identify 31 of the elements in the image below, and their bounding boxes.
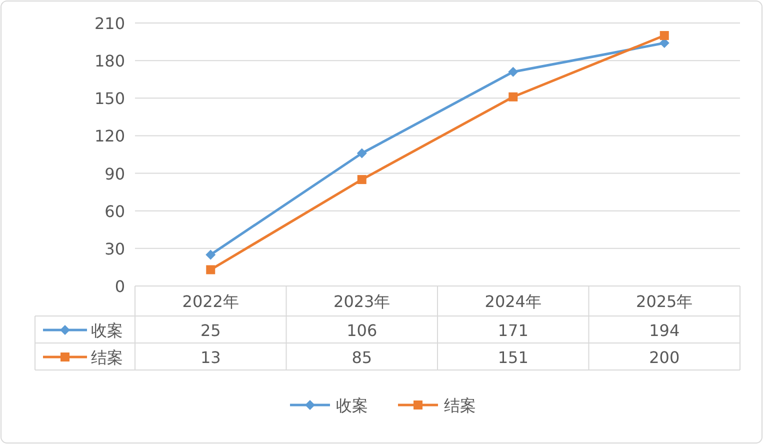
data-label: 200 xyxy=(649,348,680,367)
y-tick-label: 120 xyxy=(94,126,125,146)
data-label: 85 xyxy=(352,348,372,367)
y-tick-label: 210 xyxy=(94,14,125,33)
x-tick-label: 2025年 xyxy=(636,292,693,311)
y-tick-label: 90 xyxy=(104,164,125,184)
text: 收案 xyxy=(336,396,368,415)
point xyxy=(660,31,669,40)
legend-label: 结案 xyxy=(91,348,123,367)
point xyxy=(357,175,366,184)
point xyxy=(508,92,518,102)
data-label: 194 xyxy=(649,321,680,340)
legend-label: 收案 xyxy=(91,321,123,340)
point xyxy=(356,148,367,158)
point xyxy=(206,250,216,260)
y-tick-label: 180 xyxy=(94,52,125,71)
data-label: 25 xyxy=(200,321,221,340)
data-label: 171 xyxy=(498,321,528,340)
data-label: 13 xyxy=(200,348,221,367)
y-tick-label: 60 xyxy=(104,202,125,221)
y-tick-label: 30 xyxy=(104,239,125,258)
data-label: 151 xyxy=(498,348,528,367)
text: 结案 xyxy=(444,396,476,415)
y-tick-label: 0 xyxy=(114,277,125,296)
point xyxy=(508,66,518,77)
x-tick-label: 2023年 xyxy=(334,292,390,311)
data-label: 106 xyxy=(346,321,378,340)
x-tick-label: 2022年 xyxy=(182,292,239,311)
y-tick-label: 150 xyxy=(94,89,125,108)
x-tick-label: 2024年 xyxy=(484,292,542,311)
point xyxy=(206,265,216,274)
